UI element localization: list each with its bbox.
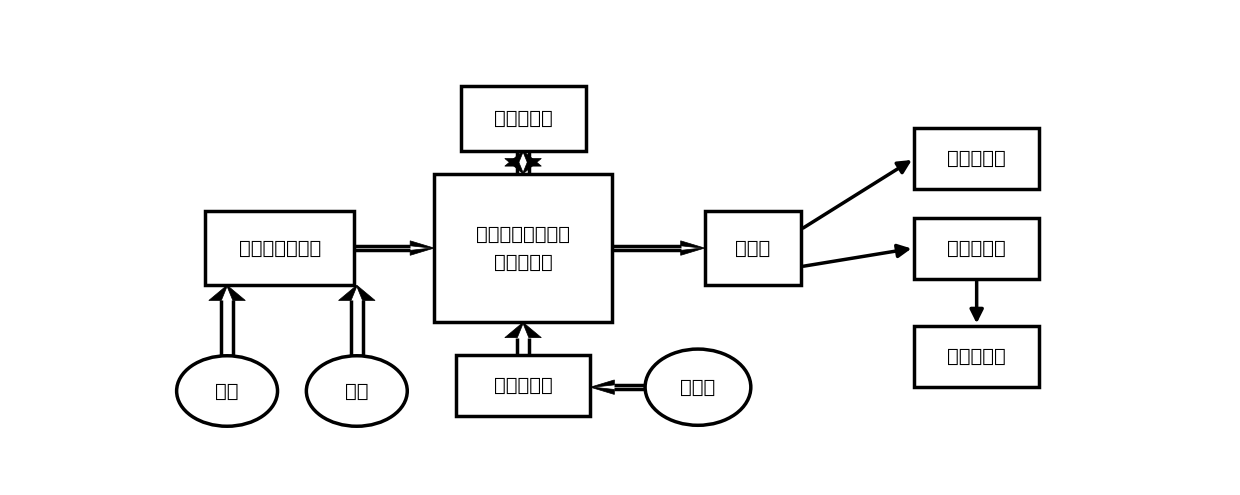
Ellipse shape xyxy=(176,356,278,426)
Polygon shape xyxy=(505,322,542,338)
Ellipse shape xyxy=(645,349,750,425)
Polygon shape xyxy=(590,380,614,395)
Bar xyxy=(914,326,1039,387)
Text: 温度控制仪: 温度控制仪 xyxy=(494,109,553,128)
Bar xyxy=(704,211,801,285)
Text: 催化反应模压烧结
一体化装置: 催化反应模压烧结 一体化装置 xyxy=(476,225,570,272)
Bar xyxy=(206,211,355,285)
Text: 气相色谱仪: 气相色谱仪 xyxy=(947,239,1006,257)
Polygon shape xyxy=(505,151,542,166)
Text: 氮气: 氮气 xyxy=(345,382,368,400)
Polygon shape xyxy=(681,241,704,255)
Text: 燃料箱: 燃料箱 xyxy=(681,378,715,396)
Text: 氮气: 氮气 xyxy=(216,382,239,400)
Text: 皂泡流量计: 皂泡流量计 xyxy=(947,149,1006,168)
Polygon shape xyxy=(410,241,434,255)
Ellipse shape xyxy=(306,356,407,426)
Bar xyxy=(914,128,1039,189)
Text: 注射平流泵: 注射平流泵 xyxy=(494,376,553,395)
Text: 质量流量控制仪: 质量流量控制仪 xyxy=(239,239,321,257)
Polygon shape xyxy=(208,285,246,300)
Bar xyxy=(456,355,590,416)
Bar xyxy=(460,86,585,151)
Polygon shape xyxy=(505,158,542,174)
Bar xyxy=(914,218,1039,279)
Bar xyxy=(434,174,613,322)
Text: 冷凝器: 冷凝器 xyxy=(735,239,770,257)
Text: 计算机分析: 计算机分析 xyxy=(947,347,1006,366)
Polygon shape xyxy=(339,285,374,300)
